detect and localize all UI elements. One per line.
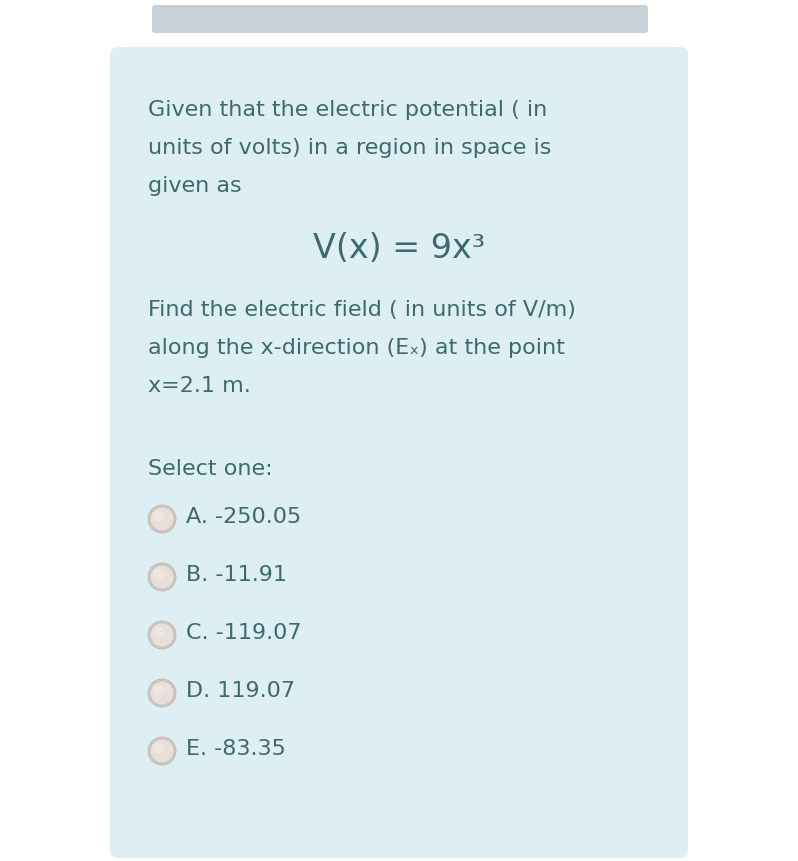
Text: C. -119.07: C. -119.07 xyxy=(186,623,302,643)
Circle shape xyxy=(153,568,164,579)
Text: V(x) = 9x³: V(x) = 9x³ xyxy=(313,232,485,265)
Circle shape xyxy=(148,505,176,533)
Circle shape xyxy=(153,742,164,753)
Circle shape xyxy=(148,621,176,649)
Circle shape xyxy=(150,623,174,647)
Text: E. -83.35: E. -83.35 xyxy=(186,739,286,759)
Circle shape xyxy=(150,565,174,589)
Circle shape xyxy=(150,507,174,531)
Text: given as: given as xyxy=(148,176,242,196)
Circle shape xyxy=(150,681,174,705)
FancyBboxPatch shape xyxy=(152,5,648,33)
Circle shape xyxy=(153,684,164,696)
Text: x=2.1 m.: x=2.1 m. xyxy=(148,376,251,396)
Text: along the x-direction (Eₓ) at the point: along the x-direction (Eₓ) at the point xyxy=(148,338,565,358)
Circle shape xyxy=(148,563,176,591)
Circle shape xyxy=(153,511,164,522)
Circle shape xyxy=(148,679,176,707)
Circle shape xyxy=(148,737,176,765)
Text: Select one:: Select one: xyxy=(148,459,273,479)
Text: units of volts) in a region in space is: units of volts) in a region in space is xyxy=(148,138,551,158)
Text: A. -250.05: A. -250.05 xyxy=(186,507,302,527)
FancyBboxPatch shape xyxy=(110,47,688,858)
Text: Find the electric field ( in units of V/m): Find the electric field ( in units of V/… xyxy=(148,300,576,320)
Circle shape xyxy=(150,739,174,763)
Text: B. -11.91: B. -11.91 xyxy=(186,565,287,585)
Text: D. 119.07: D. 119.07 xyxy=(186,681,295,701)
Text: Given that the electric potential ( in: Given that the electric potential ( in xyxy=(148,100,547,120)
Circle shape xyxy=(153,627,164,637)
